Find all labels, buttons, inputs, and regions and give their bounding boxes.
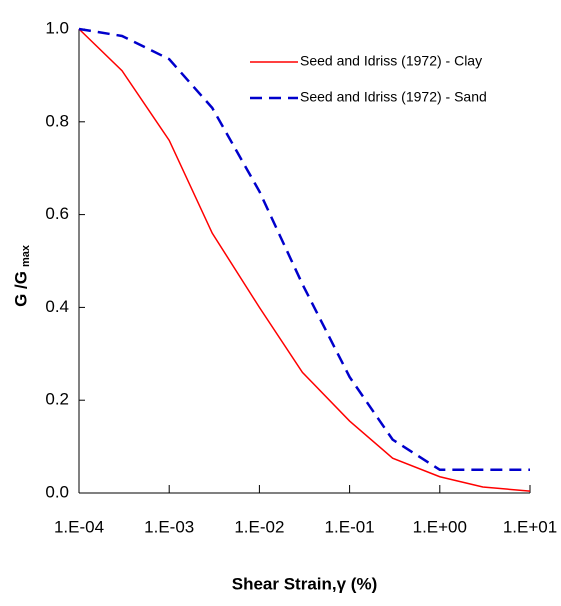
x-tick-label: 1.E+01 [503,517,557,536]
x-tick-label: 1.E-03 [144,517,194,536]
x-tick-label: 1.E+00 [413,517,467,536]
x-tick-label: 1.E-02 [234,517,284,536]
y-tick-label: 0.6 [45,204,69,223]
y-tick-label: 0.2 [45,390,69,409]
y-axis-title-group: G /G max [11,244,31,307]
x-tick-label: 1.E-04 [54,517,104,536]
y-axis-title: G /G [11,271,30,307]
x-tick-label: 1.E-01 [325,517,375,536]
series-line [78,27,530,472]
legend-label: Seed and Idriss (1972) - Clay [300,53,482,69]
legend-label: Seed and Idriss (1972) - Sand [300,89,487,105]
y-tick-label: 0.0 [45,482,69,501]
y-tick-label: 1.0 [45,18,69,37]
y-axis-title-sub: max [20,244,32,267]
y-tick-label: 0.4 [45,297,69,316]
x-axis-title: Shear Strain,γ (%) [232,574,378,593]
y-tick-label: 0.8 [45,111,69,130]
series-line [78,28,531,492]
